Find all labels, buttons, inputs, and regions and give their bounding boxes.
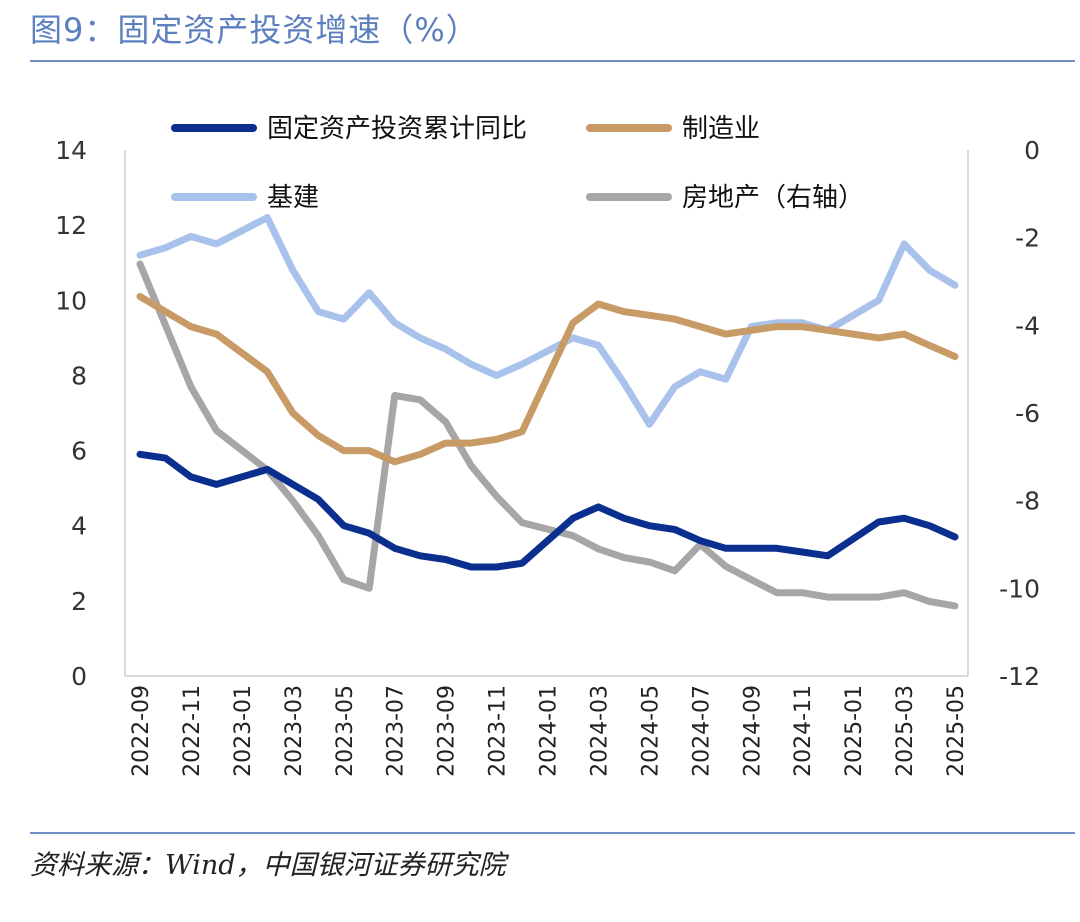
y-left-tick-label: 10 — [55, 286, 87, 315]
x-tick-label: 2023-11 — [486, 685, 511, 777]
x-tick-label: 2024-07 — [689, 685, 714, 777]
x-tick-label: 2022-09 — [129, 685, 154, 777]
x-tick-label: 2025-03 — [893, 685, 918, 777]
x-tick-label: 2023-07 — [384, 685, 409, 777]
series-lines — [136, 214, 959, 610]
legend-label: 房地产（右轴） — [682, 183, 864, 213]
x-tick-label: 2023-01 — [231, 685, 256, 777]
y-left-tick-label: 8 — [71, 361, 87, 390]
x-tick-label: 2023-03 — [282, 685, 307, 777]
series-line-1 — [136, 293, 959, 466]
x-tick-label: 2024-11 — [791, 685, 816, 777]
series-line-3 — [136, 260, 959, 610]
y-left-tick-label: 0 — [71, 662, 87, 691]
x-tick-label: 2025-05 — [944, 685, 969, 777]
x-tick-label: 2024-05 — [638, 685, 663, 777]
x-tick-label: 2025-01 — [842, 685, 867, 777]
y-right-tick-label: -10 — [999, 574, 1040, 603]
x-tick-label: 2024-01 — [537, 685, 562, 777]
source-note: 资料来源：Wind，中国银河证券研究院 — [30, 850, 506, 881]
y-right-tick-label: -12 — [999, 662, 1040, 691]
series-line-2 — [136, 214, 959, 428]
y-left-tick-label: 14 — [55, 136, 87, 165]
y-right-tick-label: -6 — [1015, 399, 1040, 428]
x-tick-label: 2024-03 — [587, 685, 612, 777]
x-tick-label: 2023-05 — [333, 685, 358, 777]
x-tick-label: 2022-11 — [180, 685, 205, 777]
y-right-tick-label: -8 — [1015, 487, 1040, 516]
source-divider — [30, 832, 1075, 834]
legend-label: 固定资产投资累计同比 — [267, 114, 527, 144]
y-left-tick-label: 2 — [71, 587, 87, 616]
title-divider — [30, 60, 1075, 62]
chart-title: 图9：固定资产投资增速（%） — [30, 11, 479, 49]
legend-label: 制造业 — [682, 114, 760, 144]
x-tick-label: 2024-09 — [740, 685, 765, 777]
y-left-tick-label: 12 — [55, 211, 87, 240]
series-line-0 — [136, 450, 959, 571]
y-left-tick-label: 6 — [71, 437, 87, 466]
y-left-tick-label: 4 — [71, 512, 87, 541]
axes: 0 2 4 6 8 10 12 14 -12 -10 -8 -6 -4 -2 0 2022-09 2022-11… — [55, 136, 1040, 777]
y-right-tick-label: -4 — [1015, 311, 1040, 340]
y-right-tick-label: -2 — [1015, 224, 1040, 253]
legend-label: 基建 — [267, 183, 319, 213]
x-tick-label: 2023-09 — [435, 685, 460, 777]
y-right-tick-label: 0 — [1024, 136, 1040, 165]
